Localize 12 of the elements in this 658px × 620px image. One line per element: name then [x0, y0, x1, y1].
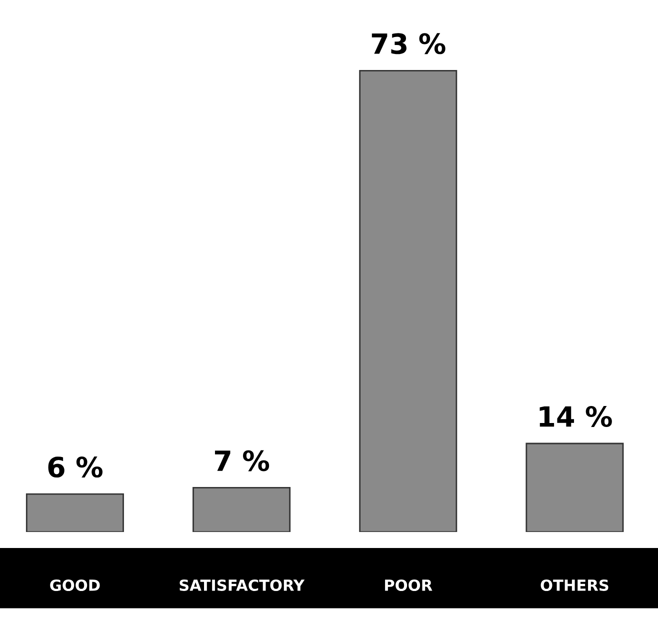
data-label: 73 %: [372, 33, 446, 54]
x-tick-label: POOR: [385, 579, 432, 592]
bar: [26, 493, 124, 532]
x-tick-label: GOOD: [50, 579, 100, 592]
bar: [192, 487, 291, 532]
x-tick-label: SATISFACTORY: [180, 579, 305, 592]
x-tick-label: OTHERS: [540, 579, 608, 592]
data-label: 14 %: [540, 406, 612, 427]
bar: [359, 70, 458, 532]
data-label: 6 %: [48, 456, 102, 478]
data-label: 7 %: [214, 450, 270, 472]
bar: [526, 442, 624, 532]
